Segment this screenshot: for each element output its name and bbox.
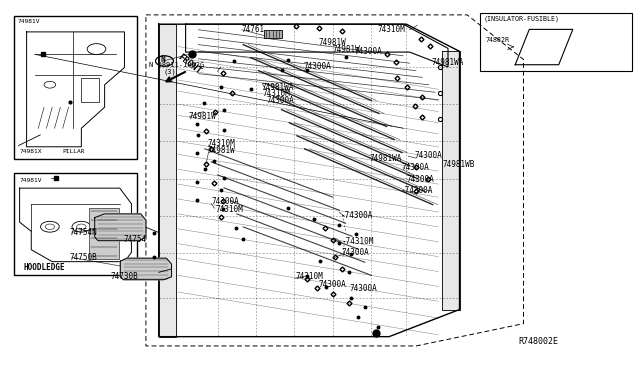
Text: R748002E: R748002E: [518, 337, 559, 346]
Text: 74300A: 74300A: [406, 175, 434, 184]
Text: -74310M: -74310M: [342, 237, 374, 246]
Polygon shape: [159, 24, 176, 337]
Text: 74750B: 74750B: [69, 253, 97, 262]
Text: 74300A: 74300A: [401, 163, 429, 172]
Text: 74300A: 74300A: [415, 151, 442, 160]
Text: 74981W: 74981W: [319, 38, 346, 47]
Text: 74300A: 74300A: [211, 198, 239, 206]
Text: 74981V: 74981V: [18, 19, 40, 24]
Bar: [480, 13, 632, 71]
Text: 74981WA: 74981WA: [261, 83, 294, 92]
Text: 74310M: 74310M: [295, 272, 323, 281]
Bar: [14, 16, 137, 159]
Text: 74981WA: 74981WA: [370, 154, 403, 163]
Text: -74300A: -74300A: [401, 186, 433, 195]
Bar: [81, 78, 99, 102]
Text: 74981V: 74981V: [19, 177, 42, 183]
Text: N 08911-1062G: N 08911-1062G: [149, 62, 204, 68]
Text: 74300A: 74300A: [304, 62, 332, 71]
Text: FRONT: FRONT: [176, 53, 203, 76]
Text: PILLAR: PILLAR: [62, 148, 84, 154]
Text: 74310M: 74310M: [208, 139, 236, 148]
Text: 74981W: 74981W: [208, 146, 236, 155]
Text: 74310M: 74310M: [215, 205, 243, 214]
Text: 74754: 74754: [124, 235, 147, 244]
Text: 74300A: 74300A: [319, 280, 346, 289]
Text: 74981X: 74981X: [19, 148, 42, 154]
Text: 74300A: 74300A: [342, 248, 369, 257]
Text: N: N: [161, 55, 165, 64]
Text: (3): (3): [163, 69, 176, 76]
Text: 74300A: 74300A: [349, 284, 377, 293]
Text: 74981W: 74981W: [332, 45, 360, 54]
Polygon shape: [95, 214, 146, 241]
Text: HOODLEDGE: HOODLEDGE: [24, 263, 65, 272]
Text: 74761: 74761: [242, 25, 265, 34]
Text: 74310M: 74310M: [262, 89, 290, 98]
Polygon shape: [120, 258, 172, 280]
Text: 74981W: 74981W: [189, 112, 216, 121]
Text: 74300A: 74300A: [355, 47, 382, 56]
Bar: [264, 30, 282, 38]
Text: 74300A: 74300A: [266, 96, 294, 105]
Bar: [14, 173, 137, 275]
Text: 74981WA: 74981WA: [432, 58, 465, 67]
Text: 74882R: 74882R: [485, 38, 509, 44]
Text: 74981WB: 74981WB: [443, 160, 476, 169]
Text: (INSULATOR-FUSIBLE): (INSULATOR-FUSIBLE): [484, 15, 560, 22]
Bar: [90, 208, 118, 259]
Text: -74300A: -74300A: [341, 211, 374, 219]
Polygon shape: [442, 51, 460, 310]
Text: 74310M: 74310M: [378, 25, 405, 34]
Text: 74754N: 74754N: [69, 228, 97, 237]
Text: 74730B: 74730B: [111, 272, 138, 280]
